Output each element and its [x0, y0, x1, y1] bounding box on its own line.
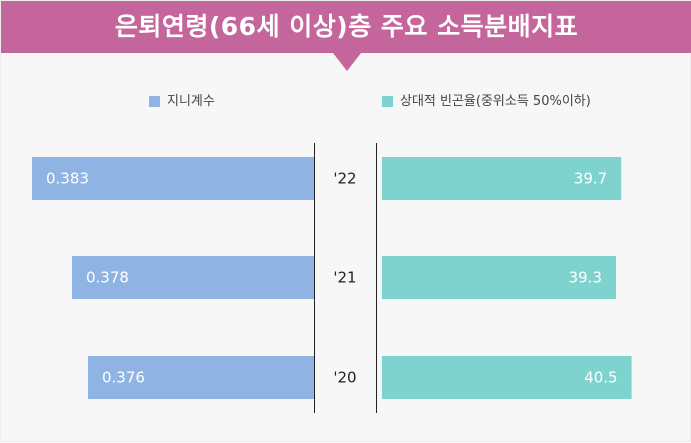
legend-swatch-gini: [149, 96, 160, 107]
gini-bar: [88, 356, 314, 399]
poverty-bar: [382, 157, 622, 200]
year-label: '20: [333, 369, 356, 387]
gini-bar: [32, 157, 314, 200]
legend-label-poverty: 상대적 빈곤율(중위소득 50%이하): [400, 94, 591, 109]
poverty-value-label: 39.7: [574, 170, 607, 188]
legend-label-gini: 지니계수: [167, 94, 215, 109]
right-axis-line: [376, 143, 377, 413]
title-pointer: [333, 53, 361, 71]
poverty-bar: [382, 256, 616, 299]
poverty-value-label: 40.5: [584, 369, 617, 387]
legend-swatch-poverty: [382, 96, 393, 107]
gini-value-label: 0.383: [46, 170, 89, 188]
left-axis-line: [314, 143, 315, 413]
gini-value-label: 0.378: [86, 269, 129, 287]
gini-value-label: 0.376: [102, 369, 145, 387]
chart-title: 은퇴연령(66세 이상)층 주요 소득분배지표: [114, 12, 579, 41]
poverty-value-label: 39.3: [569, 269, 602, 287]
year-label: '22: [333, 170, 356, 188]
title-band: [1, 1, 691, 53]
year-label: '21: [333, 269, 356, 287]
poverty-bar: [382, 356, 632, 399]
gini-bar: [72, 256, 314, 299]
